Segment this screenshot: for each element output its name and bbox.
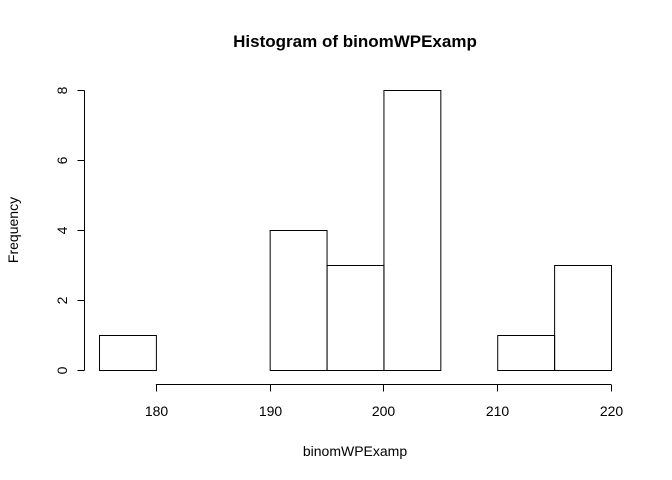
y-axis-label: Frequency (5, 197, 21, 263)
x-tick-label: 190 (259, 403, 283, 419)
x-tick-label: 220 (600, 403, 624, 419)
y-tick-label: 6 (54, 156, 70, 164)
x-tick-label: 180 (145, 403, 169, 419)
histogram-bar (497, 335, 556, 371)
histogram-bar (99, 335, 157, 371)
y-tick-label: 0 (54, 366, 70, 374)
chart-title: Histogram of binomWPExamp (233, 32, 477, 51)
y-tick-label: 8 (54, 86, 70, 94)
x-tick-label: 210 (486, 403, 510, 419)
histogram-bar (383, 90, 442, 371)
y-axis: 0 2 4 6 8 (54, 86, 85, 374)
x-axis: 180 190 200 210 220 (145, 384, 624, 419)
bars-group (99, 90, 612, 371)
x-axis-label: binomWPExamp (303, 443, 407, 459)
y-tick-label: 4 (54, 226, 70, 234)
histogram-bar (269, 230, 328, 371)
histogram-bar (554, 265, 612, 371)
histogram-bar (326, 265, 385, 371)
x-tick-label: 200 (372, 403, 396, 419)
y-tick-label: 2 (54, 296, 70, 304)
